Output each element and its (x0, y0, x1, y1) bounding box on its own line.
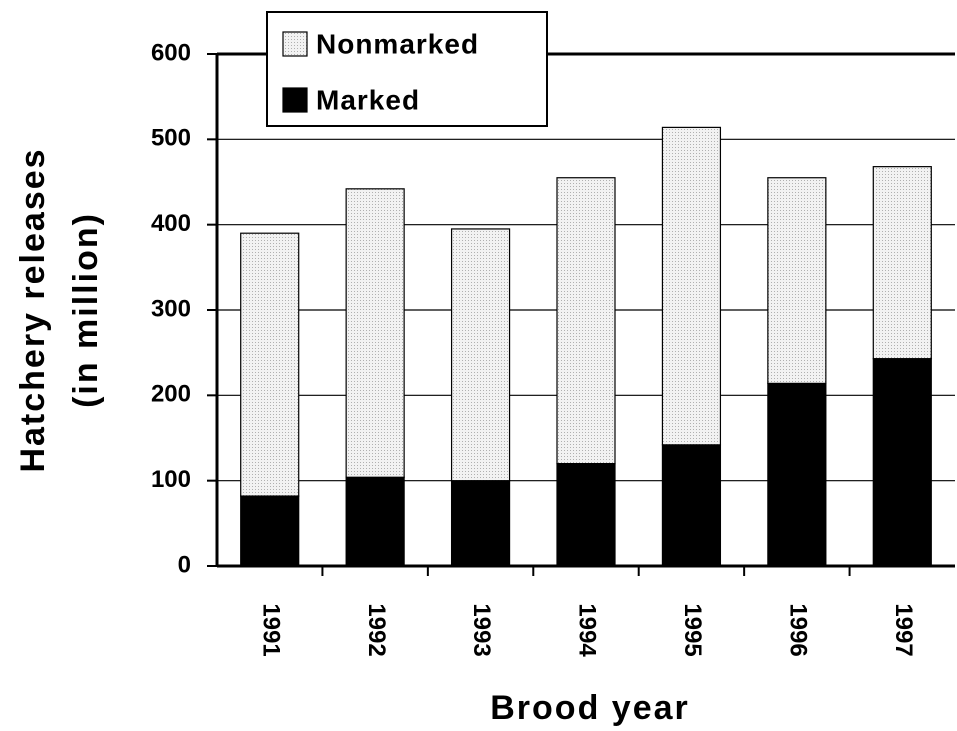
bar (872, 166, 932, 360)
bar (240, 232, 300, 497)
bar (556, 463, 616, 567)
x-tick-label: 1997 (890, 603, 917, 656)
bar (556, 177, 616, 465)
bar (767, 177, 827, 384)
legend-swatch (282, 87, 308, 113)
y-tick-label: 400 (151, 210, 191, 237)
x-tick-label: 1994 (574, 603, 601, 657)
y-axis-title: Hatchery releases (14, 147, 52, 472)
x-tick-label: 1991 (257, 603, 284, 656)
y-tick-label: 300 (151, 295, 191, 322)
y-tick-label: 200 (151, 381, 191, 408)
x-tick-label: 1992 (363, 603, 390, 656)
bar (345, 476, 405, 567)
legend-label: Marked (316, 84, 420, 115)
bar (450, 480, 511, 567)
bar (767, 382, 827, 567)
y-tick-label: 600 (151, 39, 191, 66)
x-tick-label: 1996 (785, 603, 812, 656)
bar (450, 228, 511, 482)
y-tick-label: 100 (151, 466, 191, 493)
bar (661, 444, 722, 567)
bar (661, 126, 722, 446)
x-axis-title: Brood year (490, 689, 690, 727)
legend-label: Nonmarked (316, 28, 479, 59)
bar (872, 358, 932, 567)
legend-swatch (282, 31, 308, 57)
y-tick-label: 0 (178, 551, 191, 578)
bar (240, 495, 300, 567)
y-axis-title: (in million) (67, 212, 105, 408)
y-tick-label: 500 (151, 125, 191, 152)
x-tick-label: 1993 (468, 603, 495, 656)
bar (345, 188, 405, 478)
x-tick-label: 1995 (679, 603, 706, 656)
legend-box (266, 11, 548, 127)
